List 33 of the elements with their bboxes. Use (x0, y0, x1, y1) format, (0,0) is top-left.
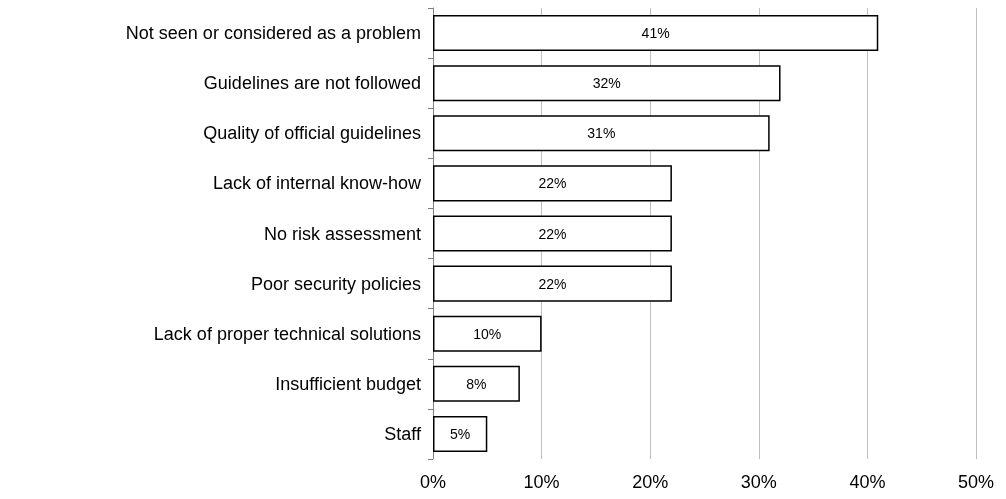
y-tick-label: No risk assessment (263, 223, 421, 244)
x-tick-label: 0% (419, 472, 447, 492)
y-tick-label: Lack of proper technical solutions (153, 323, 421, 344)
data-label: 8% (466, 375, 487, 392)
x-tick-label: 30% (740, 472, 777, 492)
bar (433, 365, 520, 402)
bar (433, 315, 542, 352)
y-tick-label: Quality of official guidelines (203, 123, 421, 144)
y-tick-label: Poor security policies (250, 273, 421, 294)
data-label: 41% (641, 25, 670, 42)
bar (433, 415, 488, 452)
bar (433, 115, 770, 152)
bar (433, 265, 672, 302)
data-label: 5% (450, 425, 471, 442)
data-label: 22% (538, 175, 567, 192)
bar (433, 65, 781, 102)
x-tick-label: 20% (632, 472, 669, 492)
bar (433, 165, 672, 202)
bar (433, 15, 879, 52)
data-label: 31% (587, 125, 616, 142)
data-label: 32% (592, 75, 621, 92)
x-tick-label: 10% (523, 472, 560, 492)
y-tick-label: Not seen or considered as a problem (125, 23, 421, 44)
x-tick-label: 50% (957, 472, 995, 492)
y-tick-label: Lack of internal know-how (212, 173, 422, 194)
x-tick-label: 40% (849, 472, 886, 492)
y-tick-label: Insufficient budget (275, 373, 421, 394)
data-label: 22% (538, 225, 567, 242)
bar (433, 215, 672, 252)
y-tick-label: Staff (384, 423, 422, 444)
y-tick-label: Guidelines are not followed (203, 73, 421, 94)
data-label: 22% (538, 275, 567, 292)
data-label: 10% (473, 325, 502, 342)
